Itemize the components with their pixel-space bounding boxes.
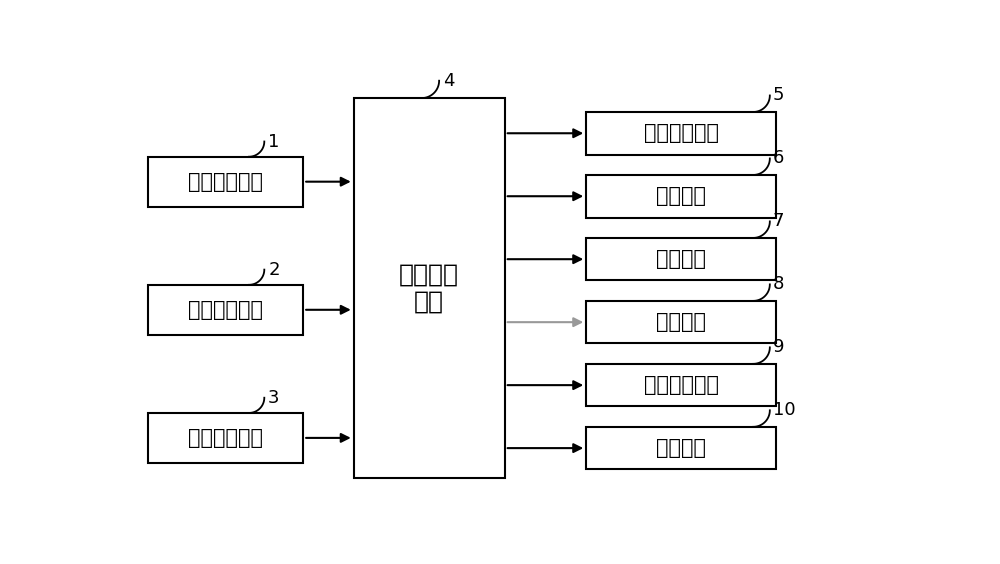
Bar (586, 238, 776, 280)
Text: 挖种装置: 挖种装置 (656, 249, 706, 269)
Text: 温度检测装置: 温度检测装置 (188, 171, 263, 192)
Bar (148, 157, 303, 206)
Bar (586, 427, 776, 469)
Text: 6: 6 (773, 149, 784, 168)
Text: 3: 3 (268, 389, 280, 407)
Text: 7: 7 (773, 213, 784, 231)
Text: 施肥装置: 施肥装置 (656, 312, 706, 332)
Text: 中央控制
装置: 中央控制 装置 (399, 262, 459, 314)
Text: 10: 10 (773, 402, 796, 419)
Bar (148, 413, 303, 463)
Text: 湿度检测装置: 湿度检测装置 (188, 300, 263, 320)
Text: 自动浇水装置: 自动浇水装置 (644, 375, 719, 395)
Text: 测量装置: 测量装置 (656, 186, 706, 206)
Text: 5: 5 (773, 86, 784, 104)
Bar (586, 301, 776, 343)
Text: 4: 4 (443, 72, 454, 90)
Text: 视频监控装置: 视频监控装置 (188, 428, 263, 448)
Text: 1: 1 (268, 133, 280, 151)
Text: 8: 8 (773, 275, 784, 293)
Text: 2: 2 (268, 261, 280, 279)
Bar (354, 98, 505, 478)
Bar (586, 175, 776, 218)
Bar (586, 364, 776, 407)
Text: 肥料制备装置: 肥料制备装置 (644, 124, 719, 143)
Text: 显示装置: 显示装置 (656, 438, 706, 458)
Bar (148, 285, 303, 335)
Text: 9: 9 (773, 338, 784, 356)
Bar (586, 112, 776, 155)
